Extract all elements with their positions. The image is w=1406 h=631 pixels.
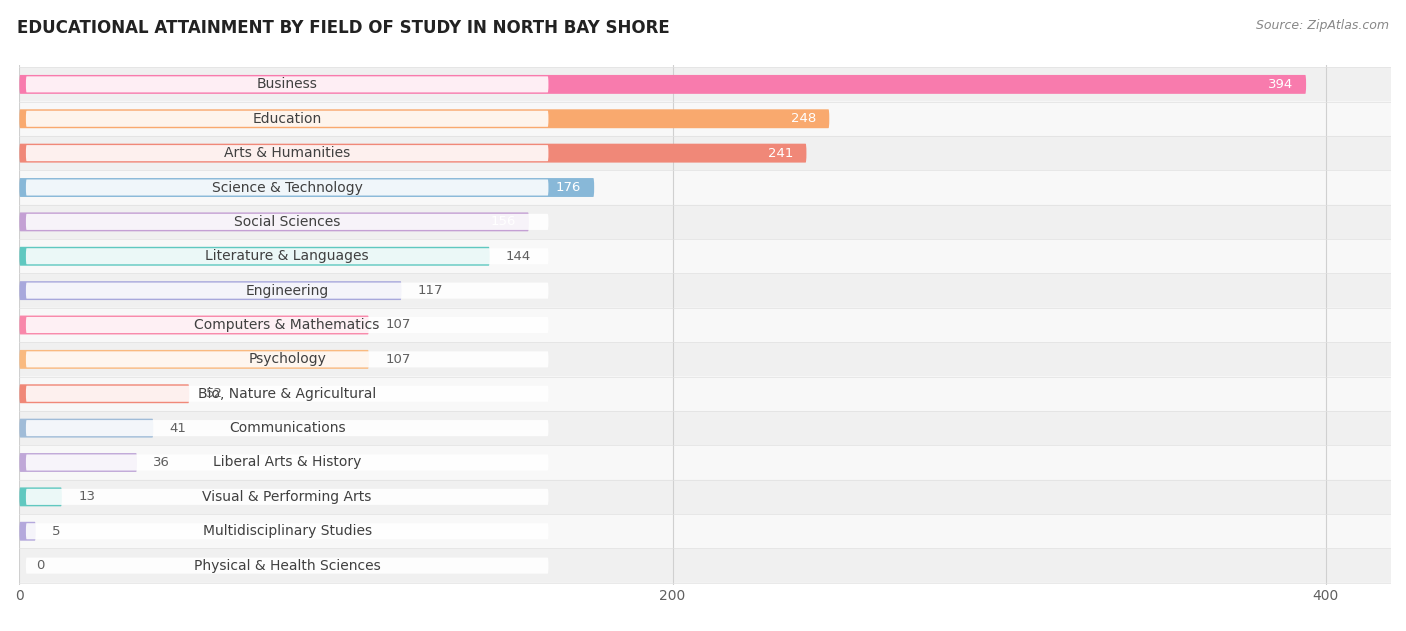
FancyBboxPatch shape	[25, 110, 548, 127]
FancyBboxPatch shape	[20, 418, 153, 437]
FancyBboxPatch shape	[25, 489, 548, 505]
FancyBboxPatch shape	[20, 136, 1391, 170]
Text: 241: 241	[768, 146, 793, 160]
Text: Computers & Mathematics: Computers & Mathematics	[194, 318, 380, 332]
Text: 394: 394	[1268, 78, 1294, 91]
Text: 248: 248	[792, 112, 817, 126]
FancyBboxPatch shape	[20, 178, 595, 197]
FancyBboxPatch shape	[20, 377, 1391, 411]
FancyBboxPatch shape	[20, 239, 1391, 273]
FancyBboxPatch shape	[25, 386, 548, 402]
Text: 176: 176	[555, 181, 581, 194]
FancyBboxPatch shape	[20, 144, 807, 163]
FancyBboxPatch shape	[20, 204, 1391, 239]
Text: 36: 36	[153, 456, 170, 469]
Text: Science & Technology: Science & Technology	[212, 180, 363, 194]
Text: 107: 107	[385, 353, 411, 366]
FancyBboxPatch shape	[25, 283, 548, 298]
FancyBboxPatch shape	[20, 342, 1391, 377]
Text: Social Sciences: Social Sciences	[233, 215, 340, 229]
Text: Arts & Humanities: Arts & Humanities	[224, 146, 350, 160]
Text: Multidisciplinary Studies: Multidisciplinary Studies	[202, 524, 371, 538]
FancyBboxPatch shape	[20, 445, 1391, 480]
Text: EDUCATIONAL ATTAINMENT BY FIELD OF STUDY IN NORTH BAY SHORE: EDUCATIONAL ATTAINMENT BY FIELD OF STUDY…	[17, 19, 669, 37]
Text: Education: Education	[253, 112, 322, 126]
FancyBboxPatch shape	[20, 247, 489, 266]
FancyBboxPatch shape	[20, 522, 35, 541]
FancyBboxPatch shape	[20, 170, 1391, 204]
Text: 0: 0	[35, 559, 44, 572]
FancyBboxPatch shape	[25, 558, 548, 574]
Text: 156: 156	[491, 215, 516, 228]
FancyBboxPatch shape	[25, 420, 548, 436]
Text: Visual & Performing Arts: Visual & Performing Arts	[202, 490, 371, 504]
FancyBboxPatch shape	[20, 514, 1391, 548]
Text: 52: 52	[205, 387, 222, 400]
FancyBboxPatch shape	[25, 317, 548, 333]
FancyBboxPatch shape	[20, 487, 62, 506]
Text: 41: 41	[170, 422, 187, 435]
FancyBboxPatch shape	[25, 214, 548, 230]
FancyBboxPatch shape	[20, 350, 368, 369]
FancyBboxPatch shape	[25, 351, 548, 367]
Text: Liberal Arts & History: Liberal Arts & History	[212, 456, 361, 469]
Text: Business: Business	[257, 78, 318, 91]
FancyBboxPatch shape	[25, 145, 548, 161]
FancyBboxPatch shape	[25, 179, 548, 196]
FancyBboxPatch shape	[20, 548, 1391, 583]
Text: Literature & Languages: Literature & Languages	[205, 249, 368, 263]
FancyBboxPatch shape	[20, 67, 1391, 102]
FancyBboxPatch shape	[20, 75, 1306, 94]
FancyBboxPatch shape	[20, 308, 1391, 342]
Text: Source: ZipAtlas.com: Source: ZipAtlas.com	[1256, 19, 1389, 32]
Text: 107: 107	[385, 319, 411, 331]
FancyBboxPatch shape	[20, 273, 1391, 308]
Text: Psychology: Psychology	[249, 352, 326, 367]
Text: Engineering: Engineering	[246, 283, 329, 298]
FancyBboxPatch shape	[25, 523, 548, 540]
FancyBboxPatch shape	[25, 454, 548, 471]
FancyBboxPatch shape	[20, 109, 830, 128]
Text: Physical & Health Sciences: Physical & Health Sciences	[194, 558, 381, 572]
Text: 13: 13	[79, 490, 96, 504]
FancyBboxPatch shape	[20, 480, 1391, 514]
FancyBboxPatch shape	[25, 76, 548, 92]
FancyBboxPatch shape	[20, 411, 1391, 445]
FancyBboxPatch shape	[20, 453, 136, 472]
FancyBboxPatch shape	[20, 316, 368, 334]
Text: 5: 5	[52, 525, 60, 538]
FancyBboxPatch shape	[20, 281, 402, 300]
Text: 117: 117	[418, 284, 443, 297]
Text: Communications: Communications	[229, 421, 346, 435]
FancyBboxPatch shape	[25, 248, 548, 264]
Text: Bio, Nature & Agricultural: Bio, Nature & Agricultural	[198, 387, 377, 401]
Text: 144: 144	[506, 250, 531, 262]
FancyBboxPatch shape	[20, 384, 190, 403]
FancyBboxPatch shape	[20, 102, 1391, 136]
FancyBboxPatch shape	[20, 213, 529, 232]
